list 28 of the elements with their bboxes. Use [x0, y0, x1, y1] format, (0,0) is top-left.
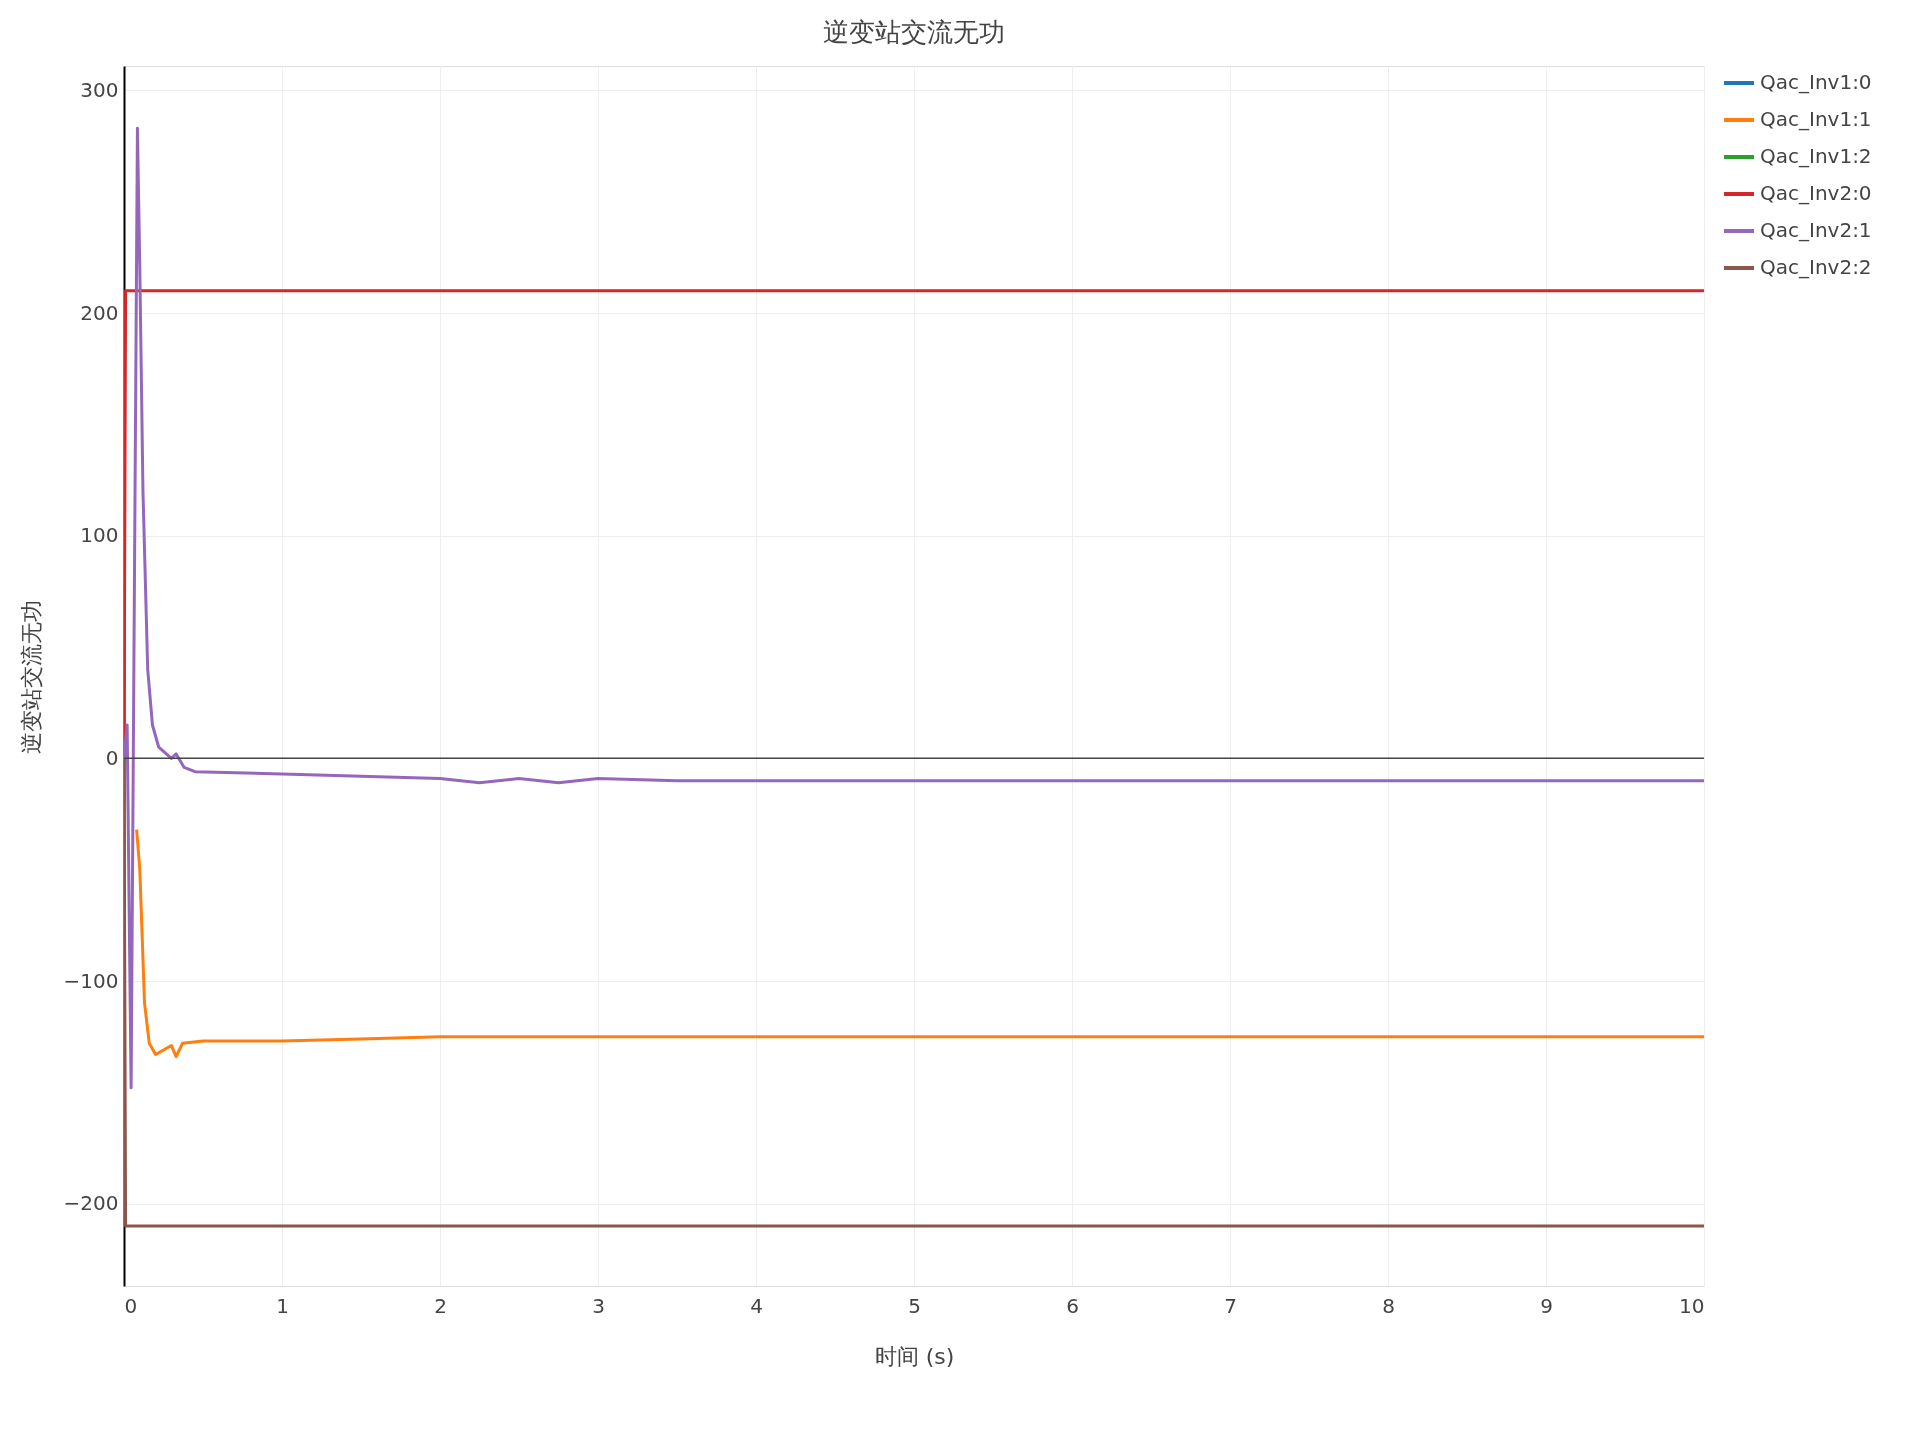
chart-title: 逆变站交流无功 [823, 17, 1005, 47]
legend-label: Qac_Inv2:2 [1760, 255, 1872, 279]
y-tick-label: 200 [80, 300, 119, 325]
x-tick-label: 3 [592, 1293, 605, 1318]
y-tick-label: −200 [63, 1191, 119, 1216]
x-tick-label: 2 [434, 1293, 447, 1318]
x-tick-label: 1 [276, 1293, 289, 1318]
legend-label: Qac_Inv2:0 [1760, 181, 1872, 205]
legend-label: Qac_Inv1:1 [1760, 107, 1872, 131]
line-series [135, 828, 1704, 1059]
legend-label: Qac_Inv1:2 [1760, 144, 1872, 168]
y-tick-label: −100 [63, 968, 119, 993]
x-tick-label: 4 [750, 1293, 763, 1318]
legend-label: Qac_Inv2:1 [1760, 218, 1872, 242]
x-tick-label: 7 [1224, 1293, 1237, 1318]
legend-label: Qac_Inv1:0 [1760, 70, 1872, 94]
x-tick-label: 5 [908, 1293, 921, 1318]
x-axis-title: 时间 (s) [874, 1343, 955, 1369]
x-tick-label: 9 [1540, 1293, 1553, 1318]
x-tick-label: 0 [124, 1293, 138, 1318]
x-tick-label: 6 [1066, 1293, 1079, 1318]
x-tick-label: 8 [1382, 1293, 1395, 1318]
y-tick-label: 100 [80, 523, 119, 548]
line-series [124, 126, 1704, 1090]
x-tick-label: 10 [1679, 1293, 1705, 1318]
y-tick-label: 300 [80, 77, 119, 102]
y-tick-label: 0 [105, 745, 119, 770]
y-axis-title: 逆变站交流无功 [18, 599, 44, 754]
